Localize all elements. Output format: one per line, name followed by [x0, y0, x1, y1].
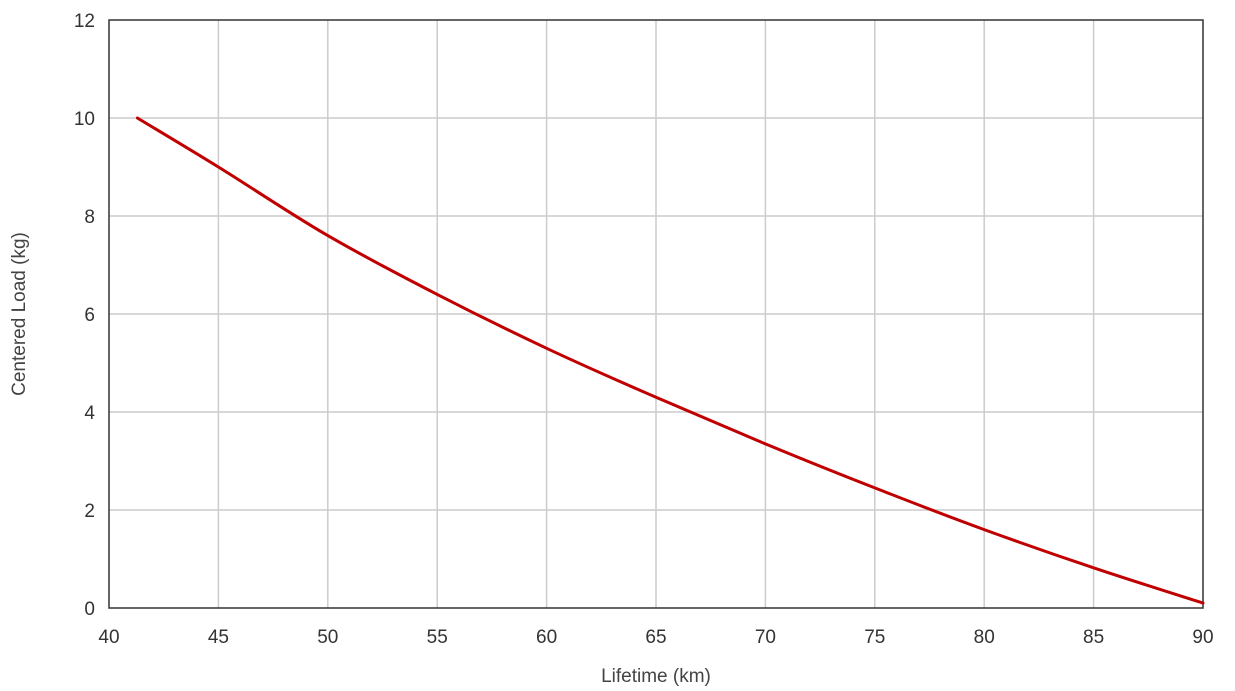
x-tick-label-2: 50 — [317, 627, 338, 648]
y-axis-ticks: 0 2 4 6 8 10 12 — [74, 11, 96, 620]
grid — [109, 20, 1203, 608]
x-tick-label-1: 45 — [208, 627, 229, 648]
x-tick-label-4: 60 — [536, 627, 557, 648]
x-tick-label-7: 75 — [864, 627, 885, 648]
plot-area — [108, 19, 1204, 609]
x-tick-label-5: 65 — [645, 627, 666, 648]
y-tick-label-6: 12 — [74, 11, 95, 32]
x-tick-label-0: 40 — [98, 627, 119, 648]
x-tick-label-9: 85 — [1083, 627, 1104, 648]
y-tick-label-5: 10 — [74, 109, 95, 130]
y-tick-label-1: 2 — [84, 501, 95, 522]
y-tick-label-2: 4 — [84, 403, 95, 424]
series-layer — [135, 116, 1205, 605]
y-tick-label-4: 8 — [84, 207, 95, 228]
x-tick-label-8: 80 — [974, 627, 995, 648]
y-axis-label: Centered Load (kg) — [9, 232, 30, 396]
y-tick-label-3: 6 — [84, 305, 95, 326]
series-line-0 — [135, 116, 1205, 605]
x-tick-label-10: 90 — [1192, 627, 1213, 648]
x-tick-label-6: 70 — [755, 627, 776, 648]
y-tick-label-0: 0 — [84, 599, 95, 620]
x-axis-label: Lifetime (km) — [601, 666, 711, 687]
x-axis-ticks: 40 45 50 55 60 65 70 75 80 85 90 — [98, 627, 1213, 648]
x-tick-label-3: 55 — [427, 627, 448, 648]
